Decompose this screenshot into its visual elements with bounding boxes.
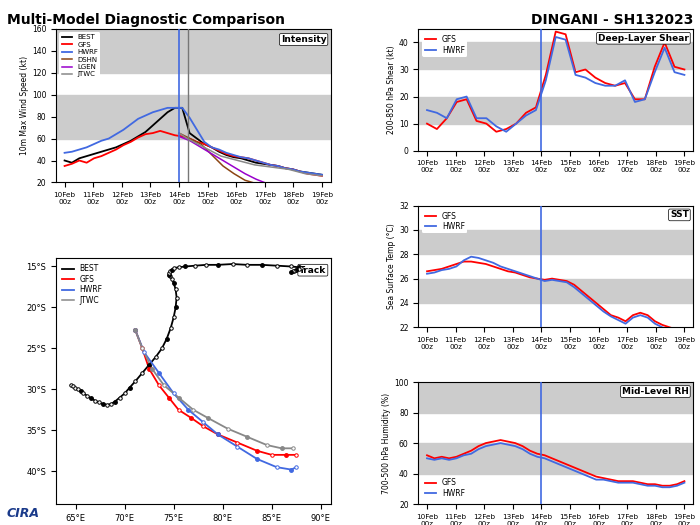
Bar <box>56 29 330 73</box>
Text: DINGANI - SH132023: DINGANI - SH132023 <box>531 13 693 27</box>
Legend: GFS, HWRF: GFS, HWRF <box>422 209 468 234</box>
Bar <box>419 43 693 69</box>
Y-axis label: 700-500 hPa Humidity (%): 700-500 hPa Humidity (%) <box>382 393 391 493</box>
Legend: BEST, GFS, HWRF, JTWC: BEST, GFS, HWRF, JTWC <box>60 262 105 307</box>
Text: SST: SST <box>670 211 689 219</box>
Text: Deep-Layer Shear: Deep-Layer Shear <box>598 34 689 43</box>
Text: Multi-Model Diagnostic Comparison: Multi-Model Diagnostic Comparison <box>7 13 285 27</box>
Bar <box>419 97 693 123</box>
Y-axis label: 10m Max Wind Speed (kt): 10m Max Wind Speed (kt) <box>20 56 29 155</box>
Bar <box>419 443 693 474</box>
Bar <box>419 382 693 413</box>
Legend: GFS, HWRF: GFS, HWRF <box>422 476 468 500</box>
Legend: GFS, HWRF: GFS, HWRF <box>422 33 468 57</box>
Text: CIRA: CIRA <box>7 507 40 520</box>
Y-axis label: Sea Surface Temp (°C): Sea Surface Temp (°C) <box>387 224 396 309</box>
Bar <box>56 94 330 139</box>
Y-axis label: 200-850 hPa Shear (kt): 200-850 hPa Shear (kt) <box>387 46 396 134</box>
Text: Intensity: Intensity <box>281 35 326 44</box>
Legend: BEST, GFS, HWRF, DSHN, LGEN, JTWC: BEST, GFS, HWRF, DSHN, LGEN, JTWC <box>60 33 101 79</box>
Text: Mid-Level RH: Mid-Level RH <box>622 387 689 396</box>
Bar <box>419 230 693 254</box>
Bar <box>419 279 693 303</box>
Text: Track: Track <box>299 266 326 275</box>
